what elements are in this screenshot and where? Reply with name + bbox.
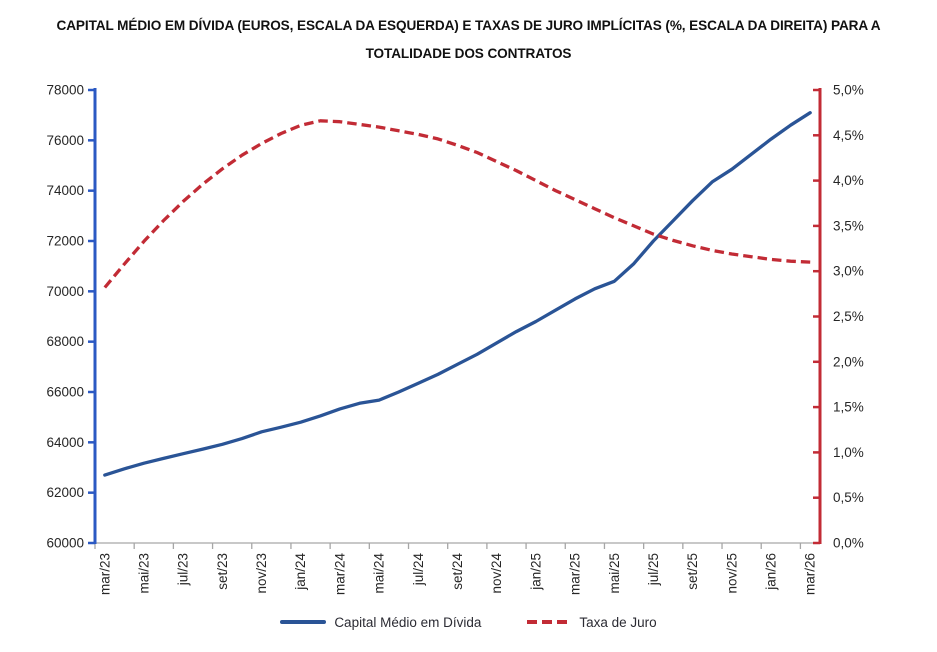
y-axis-left-tick-label: 78000 <box>46 83 84 98</box>
legend-label-taxa: Taxa de Juro <box>579 614 657 630</box>
x-axis-tick-label: set/25 <box>685 553 700 590</box>
chart-legend: Capital Médio em Dívida Taxa de Juro <box>0 607 937 637</box>
y-axis-left-tick-label: 76000 <box>46 133 84 148</box>
legend-item-capital: Capital Médio em Dívida <box>280 615 481 630</box>
x-axis-tick-label: mai/23 <box>136 553 151 594</box>
y-axis-right-tick-label: 3,5% <box>833 218 864 233</box>
x-axis-tick-label: jan/25 <box>528 553 543 591</box>
x-axis-tick-label: mai/25 <box>607 553 622 594</box>
x-axis-tick-label: set/23 <box>215 553 230 590</box>
x-axis-tick-label: mar/23 <box>97 553 112 595</box>
legend-dashed-line-icon <box>527 620 572 624</box>
legend-solid-line-icon <box>280 620 327 624</box>
x-axis-tick-label: jan/26 <box>764 553 779 591</box>
y-axis-left-tick-label: 72000 <box>46 234 84 249</box>
x-axis-tick-label: nov/25 <box>724 553 739 594</box>
y-axis-right-tick-label: 2,0% <box>833 354 864 369</box>
y-axis-right-tick-label: 4,0% <box>833 173 864 188</box>
y-axis-right-tick-label: 4,5% <box>833 128 864 143</box>
y-axis-right-tick-label: 1,5% <box>833 400 864 415</box>
x-axis-tick-label: jul/23 <box>176 553 191 586</box>
x-axis-tick-label: jul/25 <box>646 553 661 586</box>
y-axis-left-tick-label: 70000 <box>46 284 84 299</box>
legend-item-taxa: Taxa de Juro <box>527 614 657 630</box>
y-axis-left-tick-label: 66000 <box>46 385 84 400</box>
y-axis-right-tick-label: 3,0% <box>833 264 864 279</box>
x-axis-tick-label: set/24 <box>450 553 465 590</box>
y-axis-right-tick-label: 0,0% <box>833 536 864 551</box>
chart-title: CAPITAL MÉDIO EM DÍVIDA (EUROS, ESCALA D… <box>0 12 937 68</box>
y-axis-left-tick-label: 60000 <box>46 536 84 551</box>
y-axis-right-tick-label: 2,5% <box>833 309 864 324</box>
x-axis-tick-label: mar/25 <box>568 553 583 595</box>
legend-label-capital: Capital Médio em Dívida <box>334 614 482 630</box>
y-axis-left-tick-label: 62000 <box>46 485 84 500</box>
y-axis-left-tick-label: 64000 <box>46 435 84 450</box>
y-axis-right-tick-label: 1,0% <box>833 445 864 460</box>
y-axis-left-tick-label: 74000 <box>46 183 84 198</box>
chart-title-line-2: TOTALIDADE DOS CONTRATOS <box>365 46 572 61</box>
y-axis-left-tick-label: 68000 <box>46 334 84 349</box>
x-axis-tick-label: jan/24 <box>293 553 308 591</box>
y-axis-right-tick-label: 0,5% <box>833 490 864 505</box>
chart-title-line-1: CAPITAL MÉDIO EM DÍVIDA (EUROS, ESCALA D… <box>56 18 881 33</box>
x-axis-tick-label: mar/26 <box>803 553 818 595</box>
x-axis-tick-label: mar/24 <box>332 553 347 596</box>
series-line-taxa <box>103 119 811 289</box>
x-axis-tick-label: mai/24 <box>372 553 387 594</box>
x-axis-tick-label: jul/24 <box>411 553 426 587</box>
x-axis-tick-label: nov/24 <box>489 553 504 594</box>
series-line-capital <box>103 111 812 477</box>
x-axis-tick-label: nov/23 <box>254 553 269 594</box>
y-axis-right-tick-label: 5,0% <box>833 83 864 98</box>
